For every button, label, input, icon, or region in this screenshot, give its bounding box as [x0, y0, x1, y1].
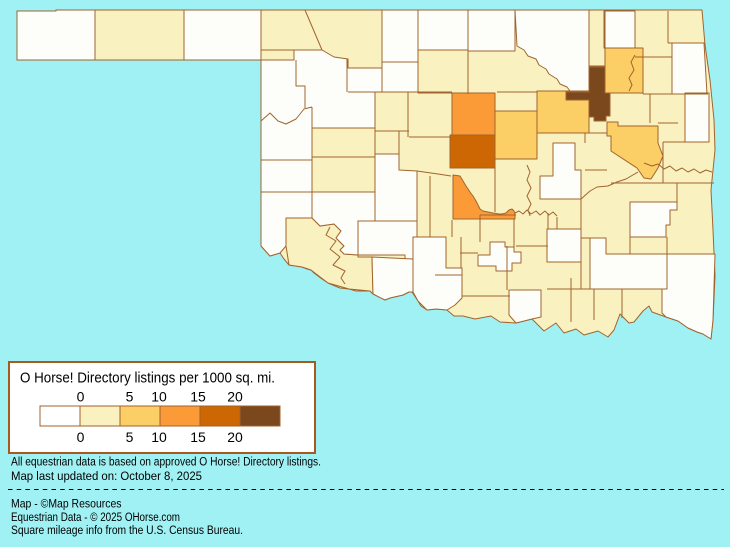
svg-text:10: 10 [151, 389, 167, 405]
svg-text:0: 0 [77, 429, 85, 445]
svg-text:5: 5 [126, 389, 134, 405]
svg-text:10: 10 [151, 429, 167, 445]
svg-text:5: 5 [126, 429, 134, 445]
svg-text:All equestrian data is based o: All equestrian data is based on approved… [11, 455, 321, 469]
svg-text:0: 0 [77, 389, 85, 405]
svg-text:Map last updated on: October 8: Map last updated on: October 8, 2025 [11, 469, 202, 483]
svg-text:20: 20 [227, 389, 243, 405]
svg-text:Square mileage info from the U: Square mileage info from the U.S. Census… [11, 523, 243, 537]
svg-text:Map - ©Map Resources: Map - ©Map Resources [11, 497, 122, 511]
svg-text:15: 15 [190, 389, 206, 405]
svg-text:Equestrian Data - © 2025 OHors: Equestrian Data - © 2025 OHorse.com [11, 510, 180, 524]
svg-text:20: 20 [227, 429, 243, 445]
svg-text:O Horse! Directory listings pe: O Horse! Directory listings per 1000 sq.… [20, 370, 275, 387]
svg-text:15: 15 [190, 429, 206, 445]
